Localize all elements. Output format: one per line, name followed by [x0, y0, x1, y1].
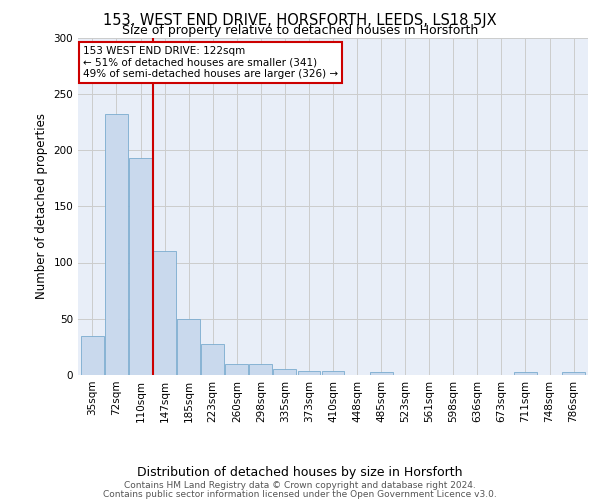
Bar	[177, 319, 200, 375]
Bar	[370, 372, 392, 375]
Text: Distribution of detached houses by size in Horsforth: Distribution of detached houses by size …	[137, 466, 463, 479]
Bar	[105, 114, 128, 375]
Bar	[81, 336, 104, 375]
Bar	[129, 158, 152, 375]
Bar	[322, 370, 344, 375]
Bar	[562, 372, 585, 375]
Bar	[201, 344, 224, 375]
Y-axis label: Number of detached properties: Number of detached properties	[35, 114, 48, 299]
Bar	[153, 251, 176, 375]
Text: Size of property relative to detached houses in Horsforth: Size of property relative to detached ho…	[122, 24, 478, 37]
Text: Contains HM Land Registry data © Crown copyright and database right 2024.: Contains HM Land Registry data © Crown c…	[124, 481, 476, 490]
Text: Contains public sector information licensed under the Open Government Licence v3: Contains public sector information licen…	[103, 490, 497, 499]
Bar	[274, 370, 296, 375]
Bar	[250, 364, 272, 375]
Bar	[298, 370, 320, 375]
Bar	[226, 364, 248, 375]
Bar	[514, 372, 537, 375]
Text: 153, WEST END DRIVE, HORSFORTH, LEEDS, LS18 5JX: 153, WEST END DRIVE, HORSFORTH, LEEDS, L…	[103, 12, 497, 28]
Text: 153 WEST END DRIVE: 122sqm
← 51% of detached houses are smaller (341)
49% of sem: 153 WEST END DRIVE: 122sqm ← 51% of deta…	[83, 46, 338, 79]
